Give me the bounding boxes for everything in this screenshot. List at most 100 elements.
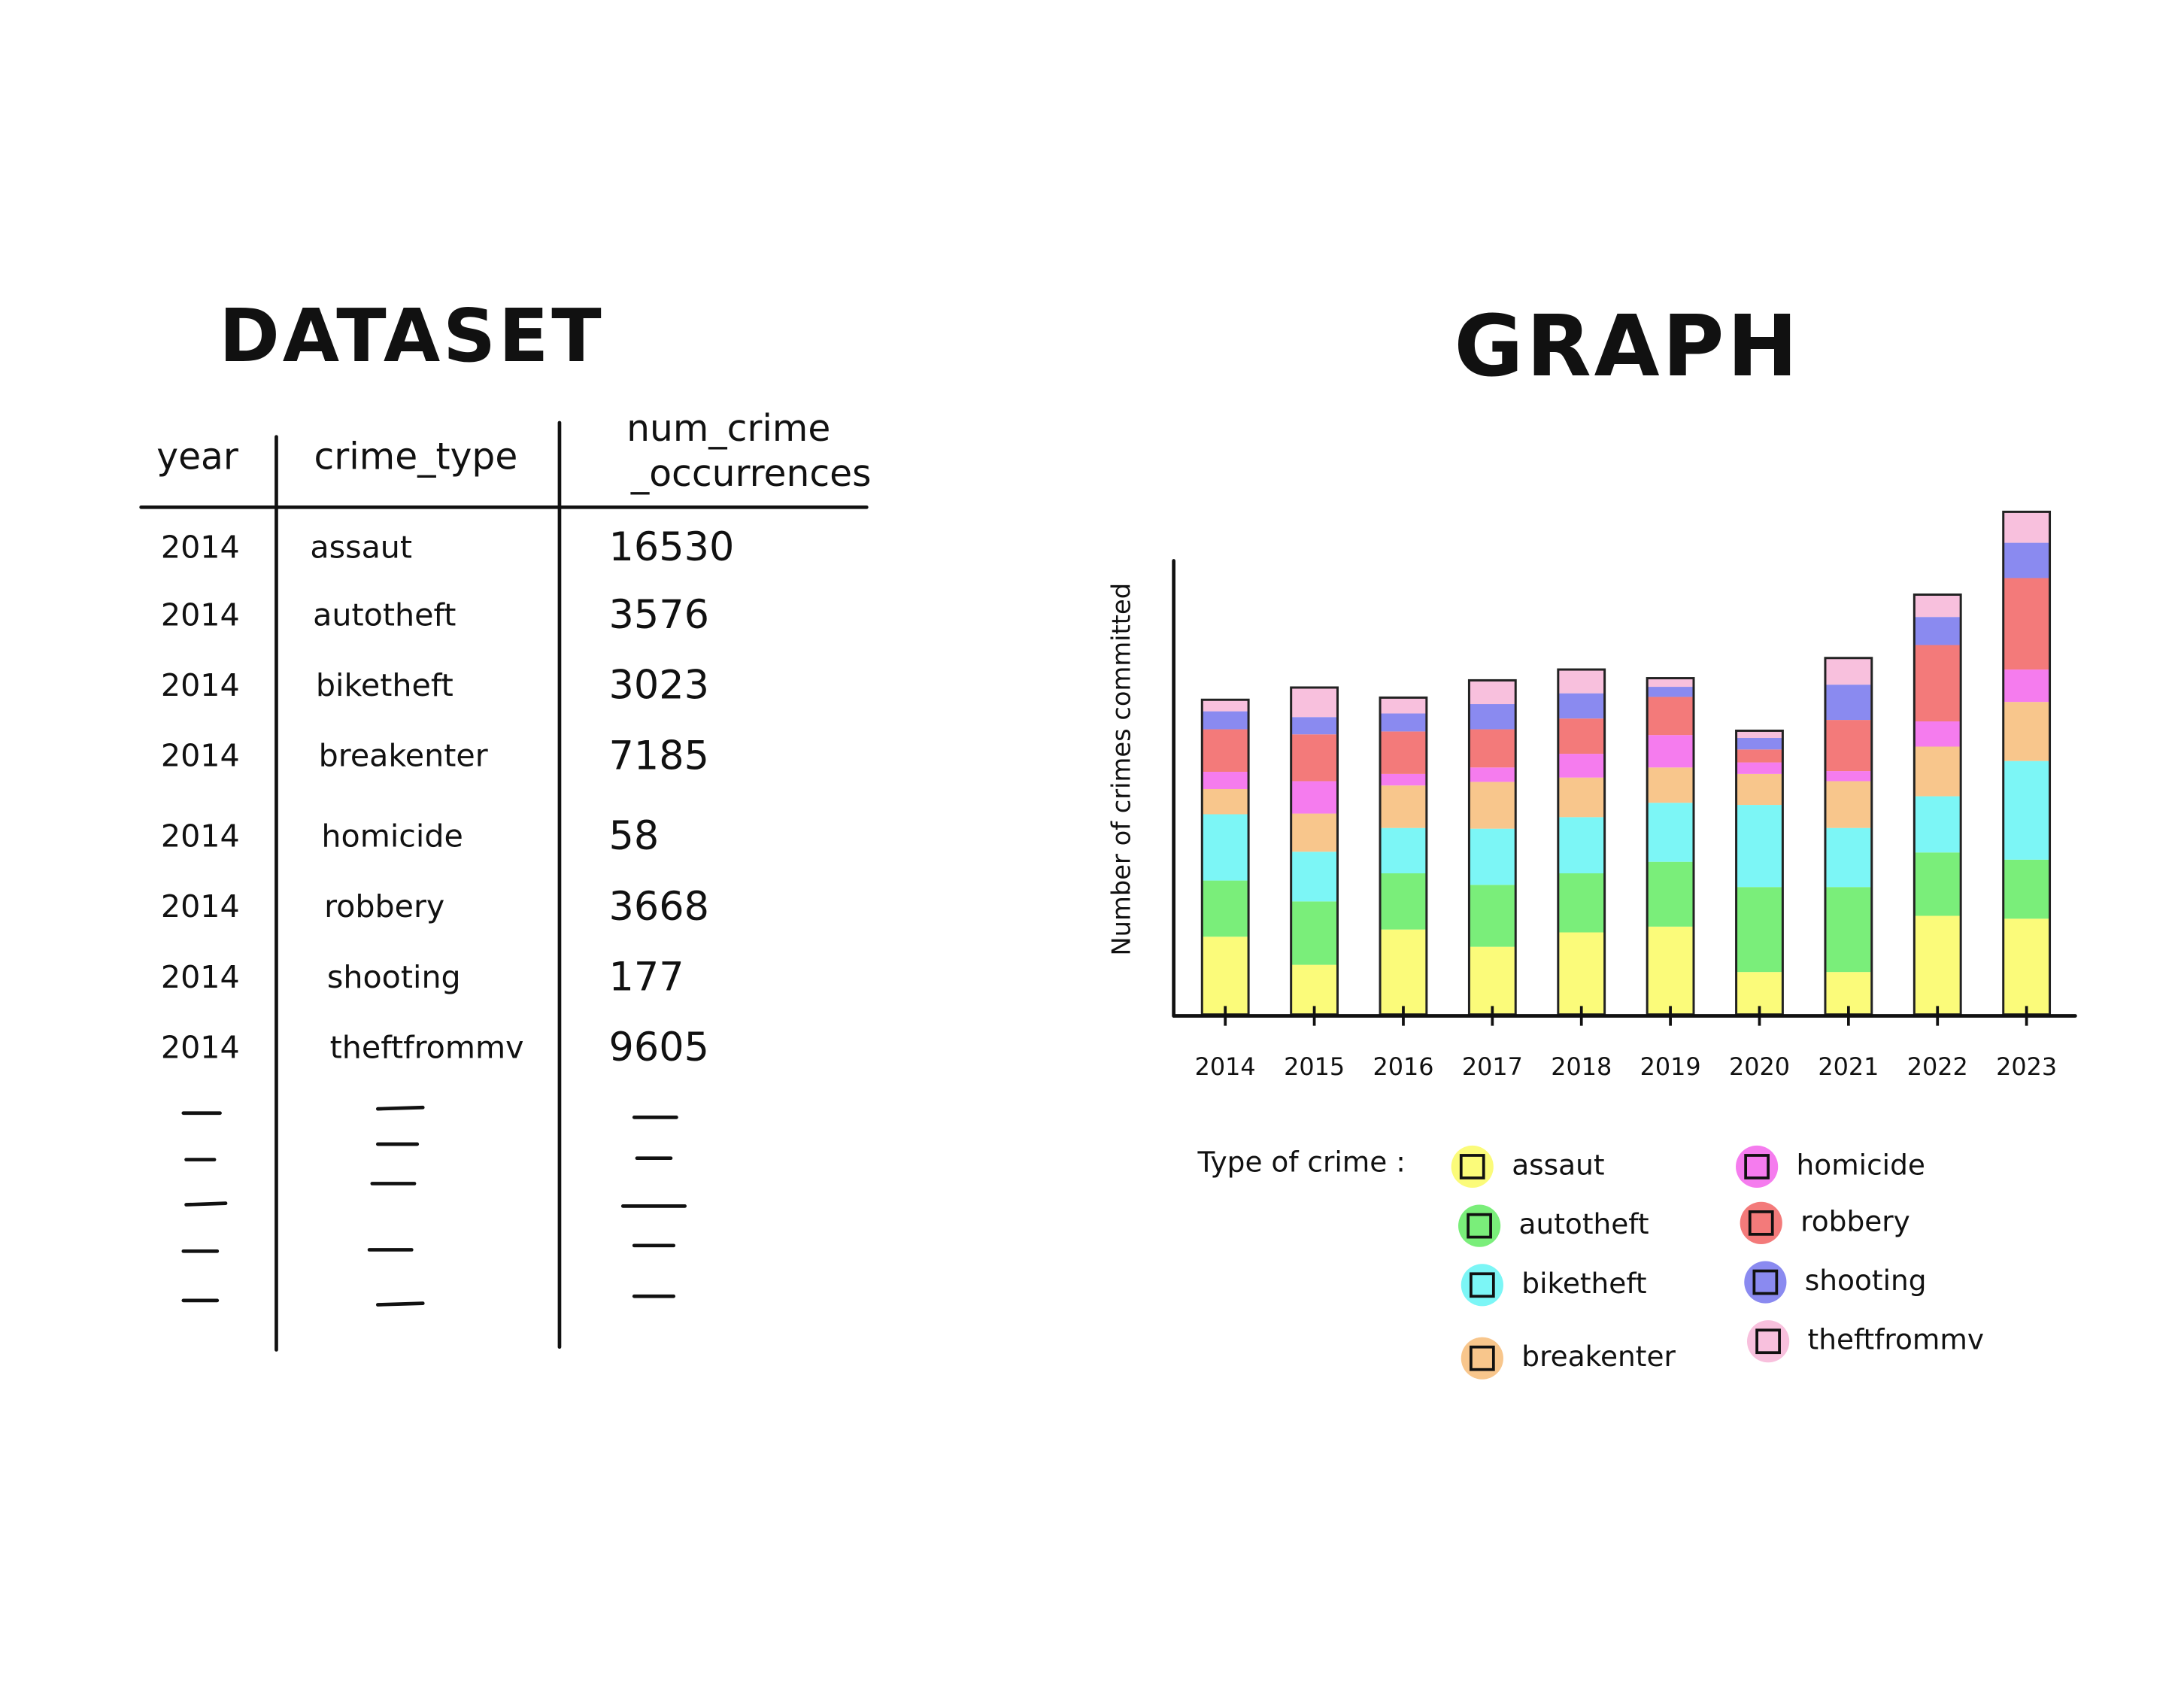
bar-segment (1291, 813, 1338, 852)
bar-segment (1825, 685, 1872, 721)
legend-swatch (1736, 1145, 1779, 1189)
crime-type-cell: assaut (310, 530, 412, 566)
bar-segment (1380, 731, 1427, 774)
year-cell: 2014 (161, 530, 240, 566)
table-body: 2014 assaut 16530 2014 autotheft 3576 2014 bike… (161, 524, 734, 1070)
bar-segment (1647, 861, 1694, 927)
bar-segment (2003, 578, 2050, 670)
x-tick-label: 2015 (1284, 1052, 1345, 1081)
legend-box (1752, 1269, 1779, 1295)
crime-type-cell: biketheft (316, 667, 453, 703)
legend-swatch (1461, 1264, 1503, 1307)
bar-segment (1914, 746, 1961, 797)
x-tick-label: 2022 (1907, 1052, 1968, 1081)
bar-segment (1380, 785, 1427, 828)
x-tick-label: 2023 (1996, 1052, 2057, 1081)
count-cell: 3576 (609, 592, 709, 638)
legend-swatch (1458, 1204, 1501, 1247)
bar-segment (1202, 937, 1249, 1015)
bar-segment (1202, 711, 1249, 730)
count-cell: 3668 (609, 884, 709, 930)
bar-segment (2003, 859, 2050, 919)
crime-type-cell: autotheft (313, 597, 456, 633)
legend-title: Type of crime : (1197, 1146, 1405, 1179)
bar-segment (1469, 946, 1516, 1015)
ellipsis-rows (181, 1105, 687, 1307)
bar-segment (1736, 805, 1783, 888)
bar-segment (1469, 729, 1516, 768)
bar-segment (1202, 772, 1249, 789)
dataset-title: DATASET (219, 293, 604, 378)
column-header: _occurrences (630, 453, 872, 495)
legend-box (1748, 1210, 1774, 1236)
bar-segment (1558, 669, 1605, 694)
x-tick-label: 2017 (1462, 1052, 1523, 1081)
bar-segment (1469, 704, 1516, 730)
column-header: num_crime (626, 408, 830, 450)
count-cell: 9605 (609, 1025, 709, 1070)
year-cell: 2014 (161, 738, 240, 774)
bar-segment (1469, 680, 1516, 705)
bar-segment (1736, 773, 1783, 806)
bar-segment (1825, 827, 1872, 888)
bar-segment (1647, 735, 1694, 768)
bar-segment (1291, 734, 1338, 782)
crime-type-cell: homicide (321, 818, 463, 855)
bar-segment (1202, 880, 1249, 937)
legend-label: shooting (1805, 1264, 1927, 1297)
bar-segment (2003, 669, 2050, 703)
legend-box (1469, 1345, 1495, 1371)
bar-segment (1380, 827, 1427, 874)
bar-segment (1558, 718, 1605, 754)
x-tick-label: 2016 (1373, 1052, 1433, 1081)
legend-label: robbery (1800, 1204, 1910, 1237)
bar-segment (1647, 803, 1694, 862)
bar-segment (1202, 788, 1249, 815)
legend-swatch (1740, 1201, 1782, 1244)
legend-label: assaut (1512, 1148, 1604, 1181)
year-cell: 2014 (161, 818, 240, 855)
dash (375, 1105, 425, 1111)
bar-segment (1291, 901, 1338, 965)
bar-segment (1380, 873, 1427, 930)
plot: 2014 2015 2016 2017 2018 2019 2020 2021 2022 2023 (1195, 510, 2057, 1081)
bar-segment (1914, 721, 1961, 747)
bar-segment (2003, 702, 2050, 761)
bar-segment (1380, 773, 1427, 786)
legend-box (1459, 1154, 1485, 1179)
count-cell: 7185 (609, 733, 709, 779)
bar-segment (1291, 852, 1338, 902)
year-cell: 2014 (161, 667, 240, 703)
legend-label: theftfrommv (1808, 1323, 1984, 1356)
legend-box (1755, 1328, 1781, 1355)
bar-segment (1558, 873, 1605, 933)
bar-segment (1914, 796, 1961, 853)
bar-segment (1825, 781, 1872, 828)
bar-segment (1469, 767, 1516, 782)
x-tick-label: 2021 (1818, 1052, 1879, 1081)
legend-box (1469, 1272, 1495, 1298)
bar-segment (1380, 929, 1427, 1015)
legend-box (1744, 1154, 1770, 1179)
bar-segment (1202, 814, 1249, 881)
dash (375, 1301, 425, 1307)
bar-segment (1914, 915, 1961, 1015)
legend: assaut autotheft biketheft breakenter homici… (1451, 1145, 1984, 1380)
count-cell: 177 (609, 954, 684, 1000)
legend-label: biketheft (1521, 1267, 1646, 1300)
column-header: crime_type (314, 436, 517, 478)
bar-segment (1736, 730, 1783, 739)
bar-segment (1825, 771, 1872, 782)
bar-segment (1736, 749, 1783, 763)
x-tick-label: 2018 (1551, 1052, 1612, 1081)
bar-segment (1647, 767, 1694, 803)
bar-segment (1380, 713, 1427, 732)
bar-segment (1914, 617, 1961, 645)
bar-segment (1291, 688, 1338, 718)
crime-type-cell: theftfrommv (330, 1029, 524, 1065)
bar-segment (1558, 777, 1605, 818)
crime-type-cell: shooting (327, 959, 461, 995)
bar-segment (1736, 887, 1783, 973)
bar-segment (1647, 926, 1694, 1015)
